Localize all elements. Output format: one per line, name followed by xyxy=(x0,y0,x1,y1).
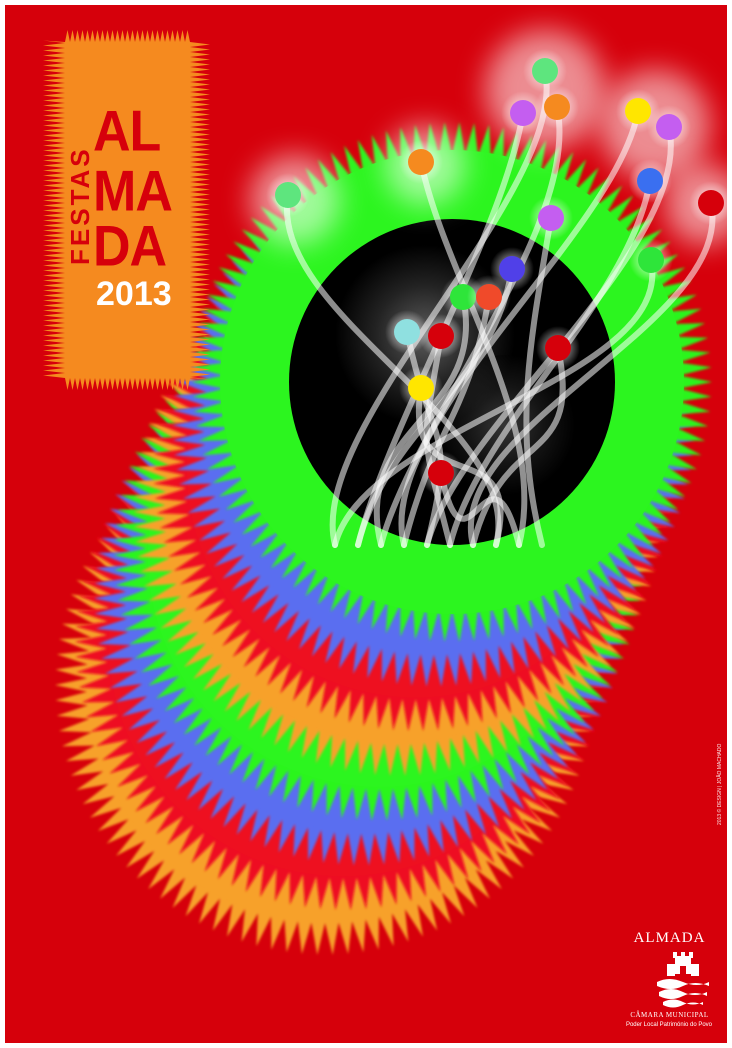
light-bulb xyxy=(637,168,663,194)
light-bulb xyxy=(394,319,420,345)
poster-artwork xyxy=(5,5,727,1043)
light-fiber xyxy=(470,345,566,548)
light-bulb xyxy=(545,335,571,361)
light-bulb xyxy=(408,375,434,401)
light-bulb xyxy=(499,256,525,282)
light-bulb xyxy=(428,323,454,349)
light-fiber xyxy=(467,200,716,548)
light-fiber xyxy=(398,108,641,548)
light-bulb xyxy=(698,190,724,216)
light-fiber xyxy=(416,385,504,548)
light-fiber xyxy=(523,215,554,548)
logo-name: ALMADA xyxy=(633,930,706,946)
light-bulb xyxy=(275,182,301,208)
light-fiber xyxy=(401,294,492,548)
light-fiber xyxy=(418,159,528,548)
logo-subtitle: CÂMARA MUNICIPAL xyxy=(630,1011,709,1019)
light-bulb xyxy=(476,284,502,310)
light-bulb xyxy=(638,247,664,273)
light-fiber xyxy=(378,104,563,548)
light-fiber xyxy=(332,257,656,548)
title-panel xyxy=(43,30,210,390)
light-bulb xyxy=(408,149,434,175)
light-fiber xyxy=(438,470,522,548)
light-bulb xyxy=(656,114,682,140)
light-bulb xyxy=(428,460,454,486)
logo-tagline: Poder Local Património do Povo xyxy=(625,1022,713,1028)
poster: AL MA DA FESTAS 2013 2013 © DESIGN | JOÃ… xyxy=(5,5,727,1043)
light-fiber xyxy=(329,68,550,548)
light-bulb xyxy=(538,205,564,231)
light-bulb xyxy=(625,98,651,124)
light-bulb xyxy=(544,94,570,120)
design-credit: 2013 © DESIGN | JOÃO MACHADO xyxy=(717,743,723,825)
light-bulb xyxy=(510,100,536,126)
light-bulb xyxy=(532,58,558,84)
castle-waves-icon xyxy=(657,952,709,1008)
